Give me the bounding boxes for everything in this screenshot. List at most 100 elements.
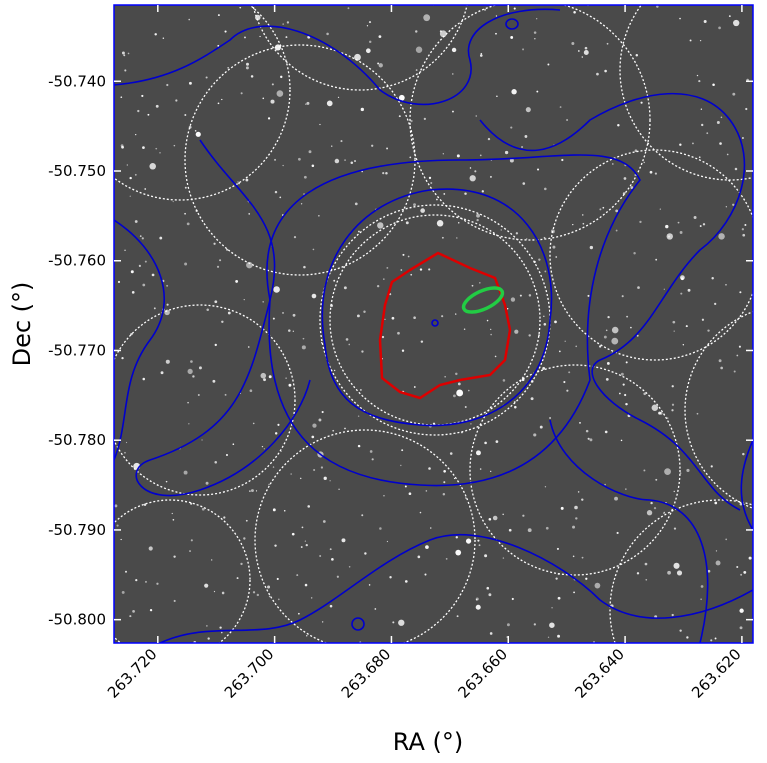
star — [173, 599, 176, 602]
star — [217, 44, 220, 47]
star — [655, 258, 658, 261]
star — [626, 315, 629, 318]
star — [456, 615, 459, 618]
star — [521, 145, 524, 149]
star — [184, 212, 186, 215]
star — [464, 192, 467, 195]
star — [232, 443, 235, 446]
contour — [321, 188, 553, 427]
star — [205, 481, 209, 485]
star — [408, 492, 412, 496]
star — [465, 497, 467, 499]
star — [424, 573, 427, 576]
star — [456, 237, 458, 239]
star — [282, 23, 284, 25]
star — [340, 140, 343, 143]
star — [213, 590, 216, 593]
star — [699, 40, 702, 42]
star — [640, 101, 643, 104]
star — [423, 117, 426, 120]
star — [475, 604, 481, 610]
star — [404, 580, 408, 583]
star — [319, 555, 322, 558]
star — [701, 318, 705, 321]
star — [117, 280, 121, 284]
star — [123, 54, 126, 57]
star — [417, 555, 421, 559]
star — [492, 515, 498, 521]
star — [573, 10, 576, 14]
star — [249, 389, 253, 393]
star — [693, 216, 697, 219]
star — [143, 503, 147, 506]
star — [502, 379, 506, 382]
star — [457, 382, 461, 386]
star — [206, 625, 208, 627]
star — [274, 190, 278, 194]
star — [556, 547, 560, 550]
star — [511, 597, 514, 601]
star — [741, 137, 744, 140]
star — [636, 572, 640, 575]
star — [323, 476, 327, 480]
star — [400, 269, 403, 271]
star — [579, 421, 581, 424]
star — [643, 161, 645, 164]
star — [306, 101, 310, 105]
star — [715, 550, 718, 552]
star — [679, 472, 682, 474]
star — [495, 32, 497, 35]
y-tick-label: -50.770 — [48, 341, 106, 359]
star — [187, 368, 193, 375]
star — [223, 516, 226, 519]
star — [144, 260, 147, 263]
star — [714, 501, 718, 505]
star — [539, 425, 543, 429]
star — [476, 213, 480, 218]
star — [745, 107, 748, 111]
star — [602, 206, 605, 209]
star — [243, 537, 246, 540]
star — [510, 126, 513, 129]
star — [587, 437, 590, 440]
star — [487, 137, 491, 141]
aperture — [114, 5, 291, 201]
star — [611, 326, 619, 334]
star — [714, 302, 717, 306]
star — [564, 340, 566, 342]
star — [508, 528, 512, 532]
star — [240, 92, 243, 95]
star — [728, 15, 731, 18]
star — [545, 526, 549, 530]
star — [700, 108, 703, 110]
contour — [266, 154, 641, 487]
star — [125, 441, 128, 444]
star — [475, 597, 479, 601]
star — [479, 154, 482, 157]
star — [201, 439, 203, 441]
star — [188, 18, 191, 21]
star — [643, 392, 646, 396]
star — [481, 190, 484, 193]
star — [368, 21, 372, 24]
star — [480, 52, 483, 55]
star — [439, 30, 447, 38]
star — [338, 488, 340, 490]
star — [572, 223, 574, 226]
star — [124, 249, 126, 251]
star — [736, 565, 739, 569]
star — [305, 103, 307, 105]
star — [334, 158, 340, 164]
star — [354, 202, 358, 206]
star — [192, 375, 195, 378]
aperture — [254, 429, 476, 643]
star — [606, 362, 610, 365]
star — [671, 385, 674, 388]
star — [354, 53, 361, 61]
star — [533, 433, 537, 437]
star — [742, 233, 746, 237]
star — [599, 345, 602, 348]
contour — [479, 92, 746, 511]
star — [225, 454, 229, 457]
star — [262, 301, 264, 303]
